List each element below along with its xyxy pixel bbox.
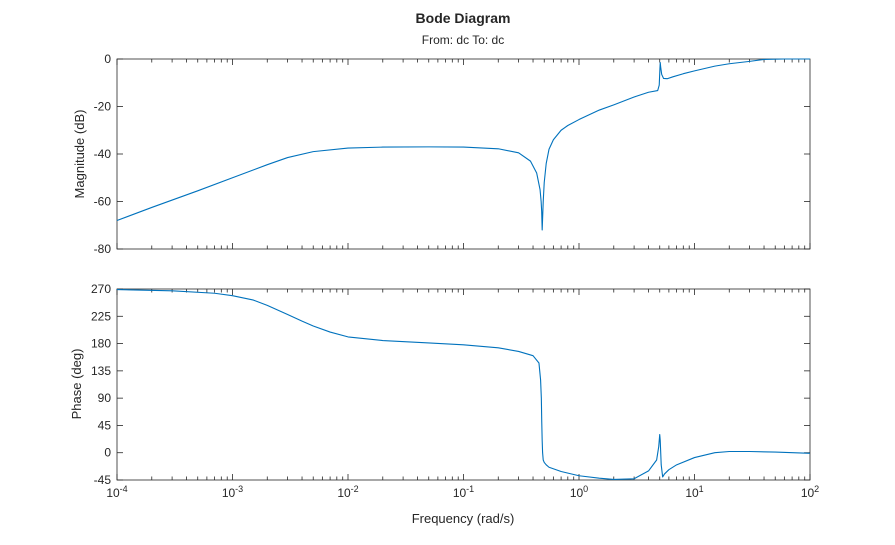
y-tick-label: 135: [91, 364, 111, 378]
y-tick-label: -20: [94, 100, 112, 114]
phase-axes: -45 0 45 90 135 180 225 270: [91, 282, 811, 487]
x-tick-label: 102: [801, 484, 819, 500]
chart-subtitle: From: dc To: dc: [422, 33, 504, 47]
x-tick-label: 10-2: [337, 484, 358, 500]
y-tick-label: 0: [104, 52, 111, 66]
chart-title: Bode Diagram: [416, 10, 511, 26]
magnitude-axes-frame: [116, 58, 811, 250]
y-tick-label: -45: [94, 473, 112, 487]
y-tick-label: 90: [98, 391, 112, 405]
x-tick-label: 10-3: [222, 484, 243, 500]
y-tick-label: -40: [94, 147, 112, 161]
magnitude-curve: [116, 58, 810, 231]
frequency-axis-label: Frequency (rad/s): [412, 511, 515, 526]
x-tick-label: 101: [685, 484, 703, 500]
y-tick-label: 0: [104, 446, 111, 460]
y-tick-label: -80: [94, 242, 112, 256]
y-tick-label: 270: [91, 282, 111, 296]
magnitude-axis-label: Magnitude (dB): [72, 110, 87, 199]
frequency-axis: 10-4 10-3 10-2 10-1 100 101 102: [106, 484, 819, 500]
y-tick-label: -60: [94, 195, 112, 209]
magnitude-axes: -80 -60 -40 -20 0: [94, 52, 811, 256]
x-tick-label: 10-1: [453, 484, 474, 500]
y-tick-label: 180: [91, 337, 111, 351]
phase-curve: [116, 289, 811, 480]
phase-axis-label: Phase (deg): [69, 349, 84, 420]
y-tick-label: 225: [91, 309, 111, 323]
x-tick-label: 100: [570, 484, 588, 500]
y-tick-label: 45: [98, 418, 112, 432]
x-tick-label: 10-4: [106, 484, 127, 500]
phase-axes-frame: [116, 288, 811, 481]
